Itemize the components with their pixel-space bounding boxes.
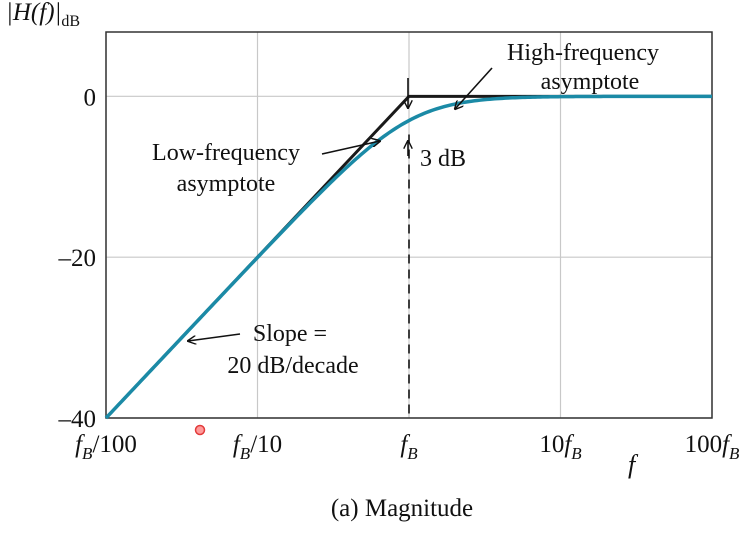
cursor-marker-dot	[194, 424, 206, 436]
plot-frame	[105, 31, 713, 419]
annotation-low-frequency: Low-frequency asymptote	[152, 140, 380, 197]
y-tick-label-2: –40	[58, 406, 97, 433]
x-tick-label-0: fB/100	[75, 431, 137, 463]
annotation-low-frequency-line2: asymptote	[177, 171, 276, 197]
x-tick-label-2: fB	[400, 431, 418, 463]
annotation-slope: Slope = 20 dB/decade	[188, 321, 359, 379]
x-tick-label-3: 10fB	[539, 431, 582, 463]
high-frequency-arrow	[455, 67, 493, 109]
x-tick-labels: fB/100 fB/10 fB 10fB 100fB	[75, 431, 740, 463]
x-tick-label-1: fB/10	[233, 431, 282, 463]
x-axis-title: f	[628, 450, 639, 479]
annotation-3db: 3 dB	[408, 78, 466, 172]
annotation-high-frequency-line2: asymptote	[541, 69, 640, 95]
annotation-slope-line1: Slope =	[253, 321, 327, 347]
series-layer	[104, 94, 712, 420]
y-tick-labels: 0 –20 –40	[58, 84, 97, 433]
figure-caption: (a) Magnitude	[331, 495, 473, 522]
series-response-curve	[104, 94, 712, 420]
y-tick-label-0: 0	[84, 84, 97, 111]
low-frequency-arrow	[321, 141, 380, 155]
slope-arrow	[188, 333, 241, 341]
annotation-high-frequency: High-frequency asymptote	[455, 40, 659, 109]
y-tick-label-1: –20	[58, 245, 97, 272]
x-tick-label-4: 100fB	[685, 431, 740, 463]
annotation-high-frequency-line1: High-frequency	[507, 40, 659, 66]
y-axis-title: |H(f)|dB	[6, 0, 80, 30]
annotation-slope-line2: 20 dB/decade	[227, 353, 358, 379]
annotation-low-frequency-line1: Low-frequency	[152, 140, 300, 166]
annotation-3db-label: 3 dB	[420, 146, 466, 172]
